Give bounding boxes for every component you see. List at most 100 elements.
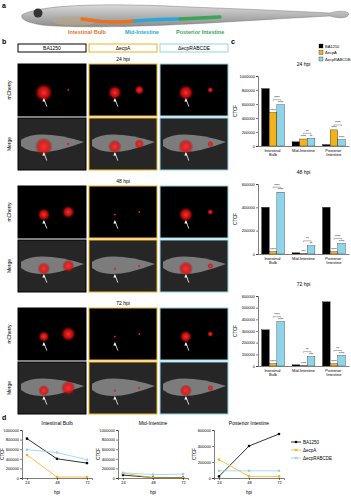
tick-mark <box>20 449 22 450</box>
tick: Posterior Intestine <box>325 146 342 157</box>
bar <box>292 142 300 146</box>
tick-mark <box>20 440 22 441</box>
tick-label-line: Intestine <box>326 260 342 265</box>
tick-label-line: Mid-Intestine <box>292 256 316 261</box>
line <box>219 460 279 477</box>
marker <box>278 470 281 473</box>
column-label: BA1250 <box>43 45 61 51</box>
fluorescence <box>138 211 141 214</box>
tick-label: 200000 <box>242 228 256 233</box>
significance-label: *** <box>301 250 306 254</box>
fish-silhouette <box>21 135 84 152</box>
arrow-head <box>184 153 187 156</box>
tick: 0 <box>253 252 258 257</box>
micrograph <box>18 64 86 116</box>
tick: 24 <box>25 478 30 485</box>
tick-label-line: Intestine <box>326 372 342 377</box>
image-frame <box>18 240 86 292</box>
panel-label: a <box>2 2 6 9</box>
tick-label: 1000000 <box>239 74 255 79</box>
fluorescence <box>62 260 75 273</box>
channel-label: Merge <box>6 137 12 151</box>
tick: 1000000 <box>3 428 22 433</box>
significance-label: **** <box>278 318 284 322</box>
tick-mark <box>256 76 258 77</box>
fish-silhouette <box>163 379 226 396</box>
line <box>27 439 87 463</box>
image-frame <box>89 186 157 238</box>
marker <box>26 448 29 451</box>
legend-marker <box>295 449 298 452</box>
tick-label-line: Bulb <box>269 260 278 265</box>
gut-region <box>135 19 180 21</box>
tick-label: 0 <box>253 144 256 149</box>
image-frame <box>160 186 228 238</box>
arrow-head <box>42 99 45 102</box>
fish-silhouette <box>163 135 226 152</box>
fluorescence <box>67 89 70 92</box>
image-frame <box>160 118 228 170</box>
fluorescence <box>62 206 75 219</box>
channel-label: Merge <box>6 381 12 395</box>
tick: 200000 <box>242 340 258 345</box>
significance-label: ** <box>310 242 313 246</box>
significance-label: **** <box>278 101 284 105</box>
tick-label: 0 <box>209 476 212 481</box>
legend-swatch <box>319 51 323 55</box>
image-frame <box>160 240 228 292</box>
significance-label: **** <box>278 188 284 192</box>
tick-label-line: Mid-Intestine <box>292 368 316 373</box>
significance-label: **** <box>339 240 345 244</box>
axis-line <box>212 431 215 479</box>
fish-silhouette <box>21 379 84 396</box>
tick-mark <box>256 296 258 297</box>
tick-mark <box>116 478 118 479</box>
fluorescence <box>207 331 213 337</box>
fluorescence <box>113 213 116 216</box>
tick-mark <box>116 468 118 469</box>
significance-label: **** <box>335 121 341 125</box>
arrow-head <box>42 221 45 224</box>
tick: 100000 <box>242 352 258 357</box>
tick-label: 0 <box>17 476 20 481</box>
bar <box>338 244 346 255</box>
tick-label: 0 <box>113 476 116 481</box>
x-axis: 244872 <box>23 478 93 485</box>
tick-label: 72 <box>277 480 282 485</box>
tick: 400000 <box>242 317 258 322</box>
fluorescence <box>138 265 141 268</box>
fluorescence <box>179 207 193 221</box>
legend-marker <box>295 457 298 460</box>
tick-label: 800000 <box>6 437 20 442</box>
bar <box>262 89 270 146</box>
column-label: ΔecpA <box>116 45 131 51</box>
tick-label: Mid-Intestine <box>292 148 316 153</box>
marker <box>248 475 251 478</box>
axis-title: CTCF <box>233 213 238 225</box>
tick-label: 400000 <box>198 444 212 449</box>
channel-label: Merge <box>6 259 12 273</box>
bar <box>269 252 277 254</box>
axis-line <box>256 77 259 147</box>
tick-label: 600000 <box>242 294 256 299</box>
tick-label: 200000 <box>242 130 256 135</box>
significance-label: **** <box>274 313 280 317</box>
significance: ******************************* <box>270 313 345 366</box>
bar <box>307 246 315 254</box>
tick-label: Intestinal Bulb <box>265 368 282 377</box>
tick-mark <box>212 478 214 479</box>
significance-label: ** <box>306 348 309 352</box>
legend-label: ΔecpRABCDE <box>325 57 351 62</box>
tick-label: Posterior Intestine <box>325 368 342 377</box>
tick-mark <box>116 449 118 450</box>
axis-title: hpi <box>246 490 252 495</box>
tick-label: 200000 <box>198 460 212 465</box>
channel-label: mCherry <box>6 80 12 100</box>
tick-label: 300000 <box>242 329 256 334</box>
bar <box>330 252 338 254</box>
tick: 1000000 <box>239 74 258 79</box>
arrow-head <box>113 153 116 156</box>
tick: 800000 <box>242 88 258 93</box>
tick-mark <box>256 231 258 232</box>
fluorescence <box>38 331 49 342</box>
